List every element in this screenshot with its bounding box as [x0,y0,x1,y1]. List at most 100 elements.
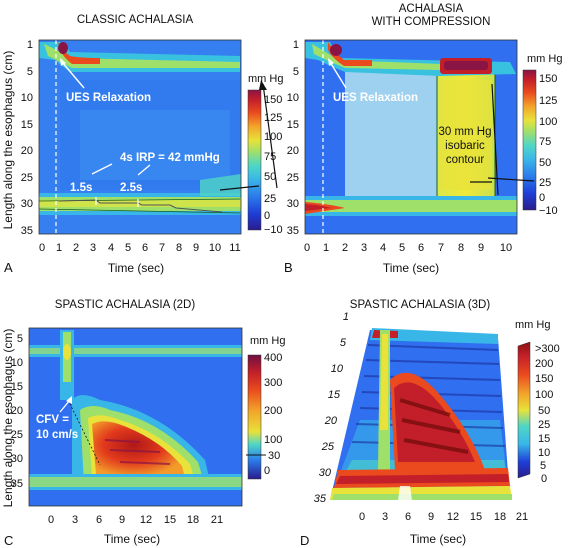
panel-d-cbar-tick: 15 [538,433,550,445]
panel-b-ytick: 15 [287,119,299,131]
panel-b-cbar-tick: −10 [539,205,558,217]
panel-d-ytick: 15 [328,389,341,401]
panel-b-xtick: 7 [438,242,444,254]
panel-c: SPASTIC ACHALASIA (2D) 5 10 1 [1,299,285,548]
panel-c-colorbar: mm Hg 400 300 200 100 30 0 [246,335,285,480]
panel-a-cbar-tick: 150 [264,94,282,106]
panel-b-cbar-tick: 50 [539,157,551,169]
panel-b-iso-1: 30 mm Hg [438,126,491,138]
panel-a-cbar-pointer [262,83,278,189]
panel-d-cbar-tick: 50 [538,405,550,417]
panel-a-ues-label: UES Relaxation [66,92,151,104]
panel-c-ytick: 30 [11,453,23,465]
panel-d-cbar-tick: 100 [535,389,553,401]
panel-a-ytick: 30 [21,198,33,210]
panel-a-xtick: 0 [39,242,45,254]
panel-c-xtick: 12 [140,514,152,526]
panel-d-ytick: 25 [321,441,335,453]
panel-c-ytick: 10 [11,357,23,369]
panel-a-xtick: 5 [125,242,131,254]
panel-c-y-ticks: 5 10 15 20 25 30 35 [11,333,23,490]
panel-a-cbar-arrowhead [259,80,267,90]
panel-d-xtick: 18 [494,511,506,523]
panel-d-cbar-tick: 10 [538,447,550,459]
panel-c-cfv-2: 10 cm/s [36,429,78,441]
panel-d-title: SPASTIC ACHALASIA (3D) [350,299,491,311]
panel-d-ytick: 30 [319,467,332,479]
panel-c-xtick: 18 [187,514,199,526]
panel-b-cbar-pointer [491,83,499,196]
panel-c-xtick: 6 [96,514,102,526]
panel-c-xtick: 3 [72,514,78,526]
panel-b-cbar-tick: 125 [539,95,557,107]
panel-b-cbar-tick: 75 [539,136,551,148]
panel-a-cbar-tick: −10 [264,224,283,236]
panel-d-xtick: 3 [382,511,388,523]
panel-b-title-1: ACHALASIA [399,3,464,15]
panel-c-cbar-title: mm Hg [250,335,285,347]
panel-d-xtick: 0 [359,511,365,523]
panel-b-cbar-tick: 100 [539,116,557,128]
panel-c-cbar-tick: 0 [264,465,270,477]
panel-c-heatmap [29,328,242,506]
panel-b-cbar-tick: 25 [539,177,551,189]
panel-a-ylabel: Length along the esophagus (cm) [1,51,15,230]
panel-a-ytick: 35 [21,225,33,237]
panel-b-ues-label: UES Relaxation [333,92,418,104]
panel-c-ytick: 15 [11,381,23,393]
panel-a-xtick: 8 [176,242,182,254]
panel-d-x-ticks: 0 3 6 9 12 15 18 21 [359,511,528,523]
panel-d-cbar-tick: 0 [541,473,547,485]
panel-b-y-ticks: 1 5 10 15 20 25 30 35 [287,39,299,237]
panel-a-colorbar: mm Hg 150 125 100 75 50 25 0 −10 [247,73,283,236]
panel-a-xtick: 10 [209,242,221,254]
panel-a-irp-arrow-2 [137,164,151,176]
panel-a-cbar-tick: 0 [264,210,270,222]
panel-b-ues-arrowhead [328,58,334,66]
panel-a-ytick: 10 [21,92,33,104]
panel-d-y-ticks: 1 5 10 15 20 25 30 35 [314,311,349,505]
panel-c-xtick: 9 [119,514,125,526]
panel-d-xtick: 9 [428,511,434,523]
panel-b-cbar-title: mm Hg [527,53,562,65]
panel-a-ytick: 5 [27,66,33,78]
panel-d-cbar-tick: 150 [535,373,553,385]
panel-b-x-ticks: 0 1 2 3 4 5 6 7 8 9 10 [304,242,512,254]
panel-c-ylabel: Length along the esophagus (cm) [1,329,15,508]
panel-c-x-ticks: 0 3 6 9 12 15 18 21 [48,514,223,526]
panel-c-xtick: 15 [164,514,176,526]
panel-a-ytick: 15 [21,119,33,131]
panel-c-cbar-tick: 100 [264,434,282,446]
panel-c-cbar-tick: 400 [264,352,282,364]
panel-b-xtick: 10 [500,242,512,254]
panel-d-ytick: 1 [343,311,349,323]
panel-b-xtick: 3 [361,242,367,254]
panel-b-ytick: 1 [293,39,299,51]
panel-a-xtick: 11 [229,242,240,254]
panel-b-heatmap [305,40,517,234]
panel-b-ytick: 30 [287,198,299,210]
panel-a-ytick: 20 [21,145,33,157]
panel-b-xtick: 8 [458,242,464,254]
panel-d-cbar-title: mm Hg [515,319,550,331]
panel-c-cfv-1: CFV = [36,414,69,426]
panel-a-xlabel: Time (sec) [108,261,164,275]
panel-c-ytick: 25 [11,429,23,441]
panel-a-ytick: 25 [21,172,33,184]
panel-c-xtick: 0 [48,514,54,526]
panel-b-iso-3: contour [446,154,485,166]
panel-d-surface [330,328,512,500]
panel-b-letter: B [284,260,293,275]
panel-a-xtick: 2 [73,242,79,254]
panel-b-xtick: 9 [478,242,484,254]
panel-a-x-ticks: 0 1 2 3 4 5 6 7 8 9 10 11 [39,242,241,254]
panel-b-cbar-pointer [487,177,535,182]
panel-b-ytick: 5 [293,66,299,78]
panel-d-cbar-tick: >300 [535,343,560,355]
panel-a-cbar-tick: 125 [264,112,282,124]
panel-d-ytick: 5 [340,337,347,349]
panel-d-cbar-tick: 200 [535,358,553,370]
panel-c-xlabel: Time (sec) [104,532,160,546]
panel-a-ues-arrowhead [60,58,66,66]
panel-c-cbar-tick: 30 [268,450,280,462]
